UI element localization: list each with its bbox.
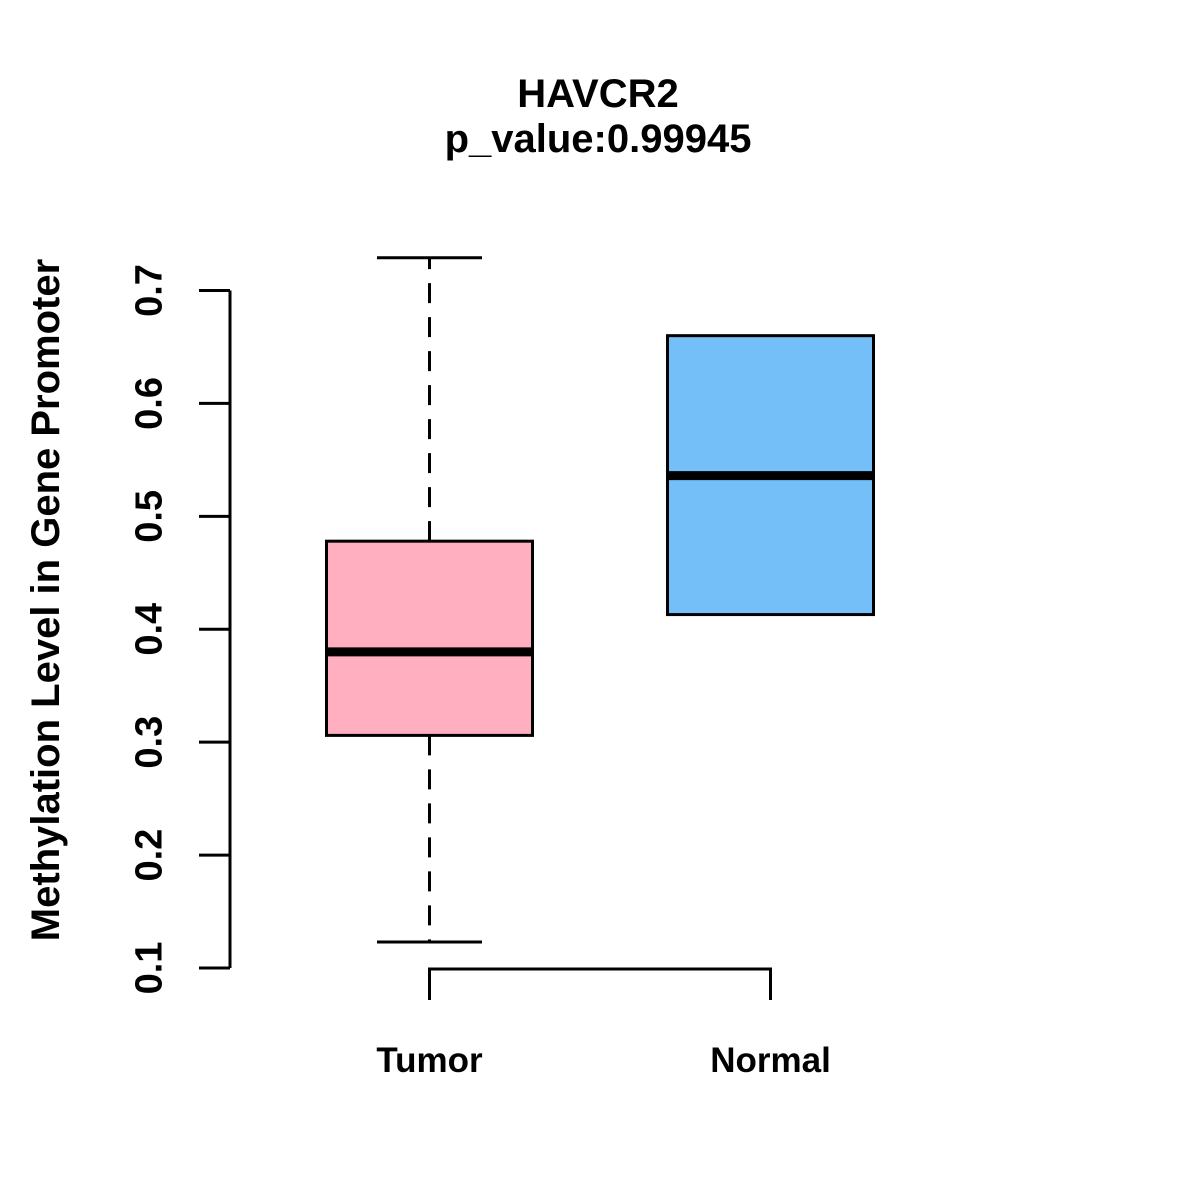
y-tick-label: 0.6 [128, 377, 170, 430]
chart-subtitle: p_value:0.99945 [445, 117, 752, 161]
y-tick-label: 0.4 [128, 603, 170, 656]
x-label-tumor: Tumor [376, 1041, 483, 1080]
y-tick-label: 0.7 [128, 264, 170, 317]
y-tick-label: 0.1 [128, 942, 170, 995]
x-axis-bracket [428, 967, 772, 1000]
tumor-box [325, 539, 534, 737]
x-label-normal: Normal [710, 1041, 831, 1080]
y-axis-label: Methylation Level in Gene Promoter [24, 259, 68, 941]
plot-area: 0.1 0.2 0.3 0.4 0.5 0.6 0.7 Tumor Normal [128, 256, 875, 1080]
y-tick-label: 0.2 [128, 829, 170, 882]
chart-title: HAVCR2 [517, 72, 679, 116]
y-tick-label: 0.5 [128, 490, 170, 543]
y-tick-label: 0.3 [128, 716, 170, 769]
